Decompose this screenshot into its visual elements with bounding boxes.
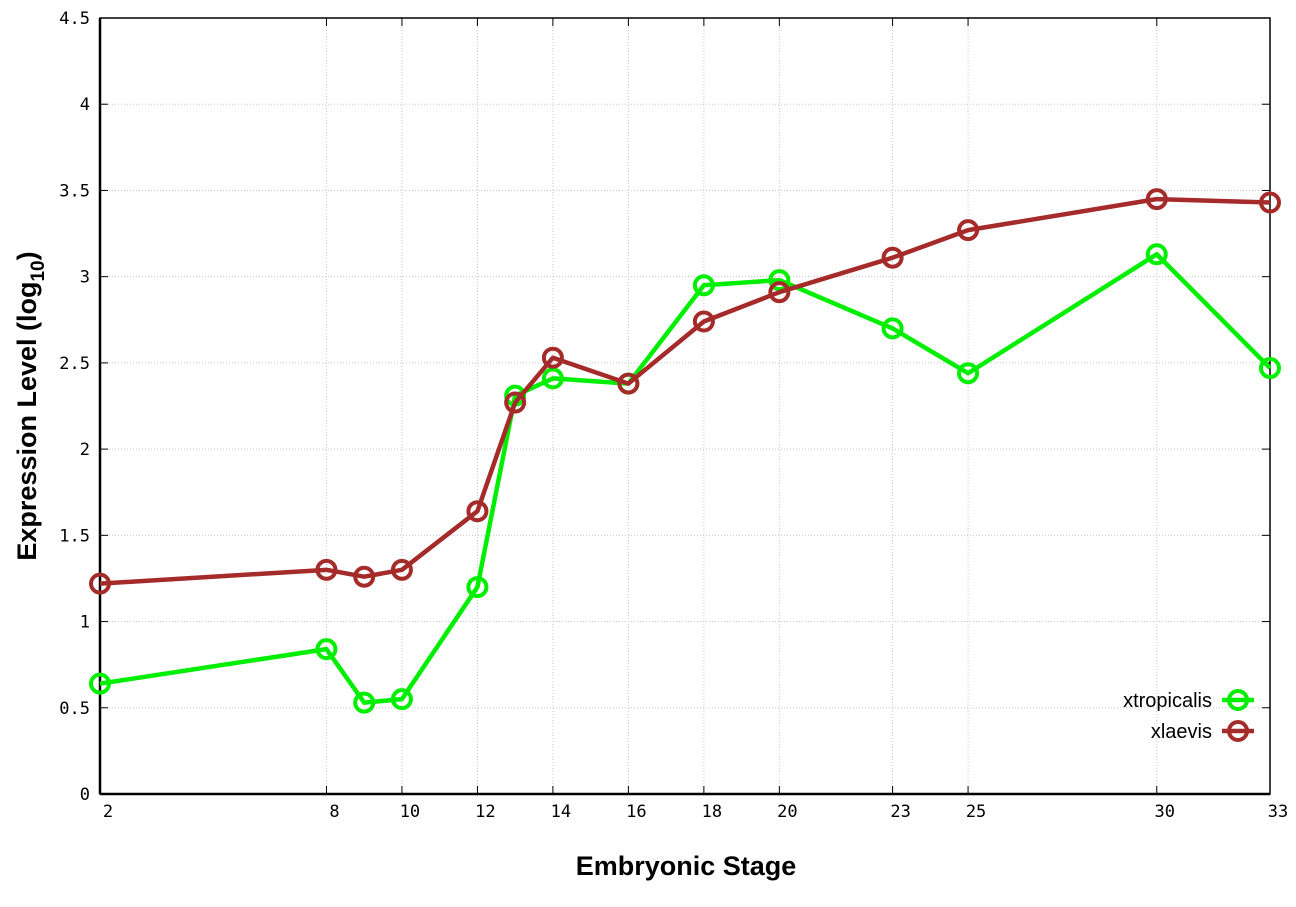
legend-marker-xlaevis <box>1227 720 1249 742</box>
axes: 0 0.5 1 1.5 2 2.5 3 3.5 4 4.5 2 8 10 12 14 16 18 20 23 25 30… <box>59 9 1288 822</box>
legend-label-xtropicalis: xtropicalis <box>1123 690 1212 712</box>
data-point-xtropicalis <box>466 576 489 599</box>
data-point-xtropicalis <box>390 688 413 711</box>
x-tick-label: 12 <box>475 802 495 822</box>
x-tick-label: 8 <box>329 802 339 822</box>
data-point-xlaevis <box>504 391 527 414</box>
data-point-xlaevis <box>89 572 111 595</box>
x-tick-label: 2 <box>103 802 113 822</box>
data-point-xlaevis <box>541 346 564 369</box>
series-layer <box>89 188 1281 714</box>
x-tick-label: 23 <box>890 802 910 822</box>
x-tick-label: 33 <box>1268 802 1288 822</box>
data-point-xlaevis <box>768 281 791 304</box>
x-tick-label: 30 <box>1155 802 1175 822</box>
data-point-xtropicalis <box>692 274 715 297</box>
y-tick-label: 0.5 <box>59 699 90 719</box>
data-point-xlaevis <box>466 500 489 523</box>
y-tick-label: 2.5 <box>59 354 90 374</box>
data-point-xtropicalis <box>881 317 904 340</box>
data-point-xtropicalis <box>541 367 564 390</box>
data-point-xtropicalis <box>353 691 376 714</box>
y-tick-label: 4 <box>80 95 90 115</box>
x-tick-label: 25 <box>966 802 986 822</box>
data-point-xtropicalis <box>957 362 980 385</box>
x-tick-label: 18 <box>702 802 722 822</box>
data-point-xtropicalis <box>89 672 111 695</box>
data-point-xlaevis <box>881 246 904 269</box>
data-point-xlaevis <box>957 219 980 242</box>
data-point-xlaevis <box>692 310 715 333</box>
y-tick-label: 4.5 <box>59 9 90 29</box>
y-tick-label: 0 <box>80 785 90 805</box>
data-point-xlaevis <box>617 372 640 395</box>
data-point-xlaevis <box>390 558 413 581</box>
legend: xtropicalis xlaevis <box>1123 689 1254 743</box>
y-tick-label: 1 <box>80 613 90 633</box>
data-point-xlaevis <box>353 565 376 588</box>
legend-marker-xtropicalis <box>1227 689 1249 711</box>
x-axis-label: Embryonic Stage <box>576 851 797 881</box>
data-point-xtropicalis <box>1145 243 1168 266</box>
legend-label-xlaevis: xlaevis <box>1151 721 1212 743</box>
x-tick-label: 10 <box>400 802 420 822</box>
y-axis-label: Expression Level (log10) <box>12 251 49 560</box>
x-tick-label: 16 <box>626 802 646 822</box>
data-point-xlaevis <box>1145 188 1168 211</box>
data-point-xtropicalis <box>768 269 791 292</box>
y-tick-label: 3 <box>80 268 90 288</box>
data-point-xtropicalis <box>1259 357 1281 380</box>
data-point-xlaevis <box>315 558 338 581</box>
series-line-xtropicalis <box>99 251 1272 705</box>
series-line-xlaevis <box>99 196 1271 586</box>
y-tick-label: 3.5 <box>59 181 90 201</box>
y-tick-label: 2 <box>80 440 90 460</box>
y-tick-label: 1.5 <box>59 526 90 546</box>
data-point-xlaevis <box>1259 191 1281 214</box>
x-tick-label: 14 <box>551 802 571 822</box>
plot-frame <box>99 17 1271 795</box>
data-point-xtropicalis <box>315 638 338 661</box>
x-tick-label: 20 <box>777 802 797 822</box>
grid <box>100 18 1270 794</box>
